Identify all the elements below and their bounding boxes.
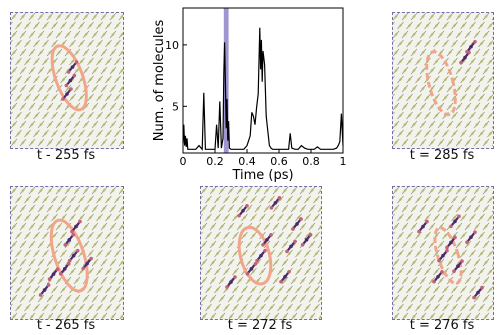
plot-frame <box>182 7 344 154</box>
highlight-ring <box>433 226 463 285</box>
molecule <box>245 262 258 276</box>
snapshot-caption: t - 265 fs <box>36 318 96 333</box>
x-tick-label: 1 <box>340 155 347 168</box>
molecule <box>61 87 73 101</box>
snapshot-image <box>392 186 494 320</box>
molecule <box>449 214 461 229</box>
x-tick-label: 0.8 <box>302 155 320 168</box>
snapshot-image <box>10 186 124 320</box>
y-tick-label: 5 <box>172 100 179 113</box>
highlight-band <box>223 8 229 153</box>
snapshot-svg <box>393 187 493 319</box>
highlight-ring <box>50 44 88 112</box>
snapshot-caption: t = 276 fs <box>409 318 475 333</box>
molecule <box>63 233 76 247</box>
x-tick-label: 0.4 <box>238 155 256 168</box>
y-tick-label: 10 <box>165 39 179 52</box>
molecule <box>417 219 429 234</box>
snapshot-panel-e: t = 276 fs <box>392 186 494 335</box>
snapshot-panel-d: t = 272 fs <box>200 186 322 335</box>
snapshot-panel-c: t - 265 fs <box>10 186 124 335</box>
highlight-ring <box>237 225 273 286</box>
molecule <box>47 267 60 281</box>
snapshot-svg <box>11 187 123 319</box>
molecule <box>285 239 297 254</box>
molecule <box>64 73 77 88</box>
y-axis-title: Num. of molecules <box>152 20 167 142</box>
snapshot-image <box>392 12 494 149</box>
molecule <box>66 60 79 74</box>
snapshot-caption: t = 272 fs <box>227 318 293 333</box>
molecule <box>261 233 273 247</box>
molecule <box>81 256 93 271</box>
molecule <box>70 219 82 234</box>
molecule <box>237 203 249 218</box>
snapshot-image <box>200 186 322 320</box>
chart-svg: 0 0.2 0.4 0.6 0.8 1 5 10 Time (ps) Num. of molecu… <box>152 7 347 183</box>
snapshot-image <box>10 12 124 149</box>
lattice <box>393 13 493 148</box>
x-axis-title: Time (ps) <box>231 168 293 183</box>
molecule <box>432 269 444 284</box>
snapshot-svg <box>11 13 123 148</box>
molecule <box>300 233 313 247</box>
highlight-ring <box>425 50 457 117</box>
molecule <box>38 283 51 297</box>
molecule <box>437 248 449 263</box>
molecule <box>291 217 303 231</box>
molecule <box>472 285 484 300</box>
x-tick-label: 0.6 <box>270 155 288 168</box>
lattice <box>11 187 123 319</box>
molecule <box>58 262 71 276</box>
snapshot-svg <box>393 13 493 148</box>
lattice <box>201 187 321 319</box>
molecule <box>225 275 237 289</box>
snapshot-caption: t - 255 fs <box>36 148 96 163</box>
molecule-count-chart: 0 0.2 0.4 0.6 0.8 1 5 10 Time (ps) Num. of molecu… <box>150 6 355 186</box>
x-tick-label: 0.2 <box>206 155 224 168</box>
molecule <box>459 50 471 65</box>
molecule <box>269 196 282 210</box>
x-tick-label: 0 <box>180 155 187 168</box>
molecule <box>465 230 477 244</box>
molecule <box>255 248 267 263</box>
molecule <box>279 269 291 284</box>
snapshot-caption: t = 285 fs <box>409 148 475 163</box>
lattice <box>11 13 123 148</box>
molecule <box>67 248 80 263</box>
molecule <box>445 235 457 250</box>
series-line <box>182 27 344 151</box>
snapshot-panel-a: t - 255 fs <box>10 12 124 182</box>
lattice <box>393 187 493 319</box>
molecule <box>452 259 464 273</box>
highlight-ring <box>49 218 89 293</box>
molecule <box>465 39 477 54</box>
snapshot-svg <box>201 187 321 319</box>
snapshot-panel-b: t = 285 fs <box>392 12 494 182</box>
